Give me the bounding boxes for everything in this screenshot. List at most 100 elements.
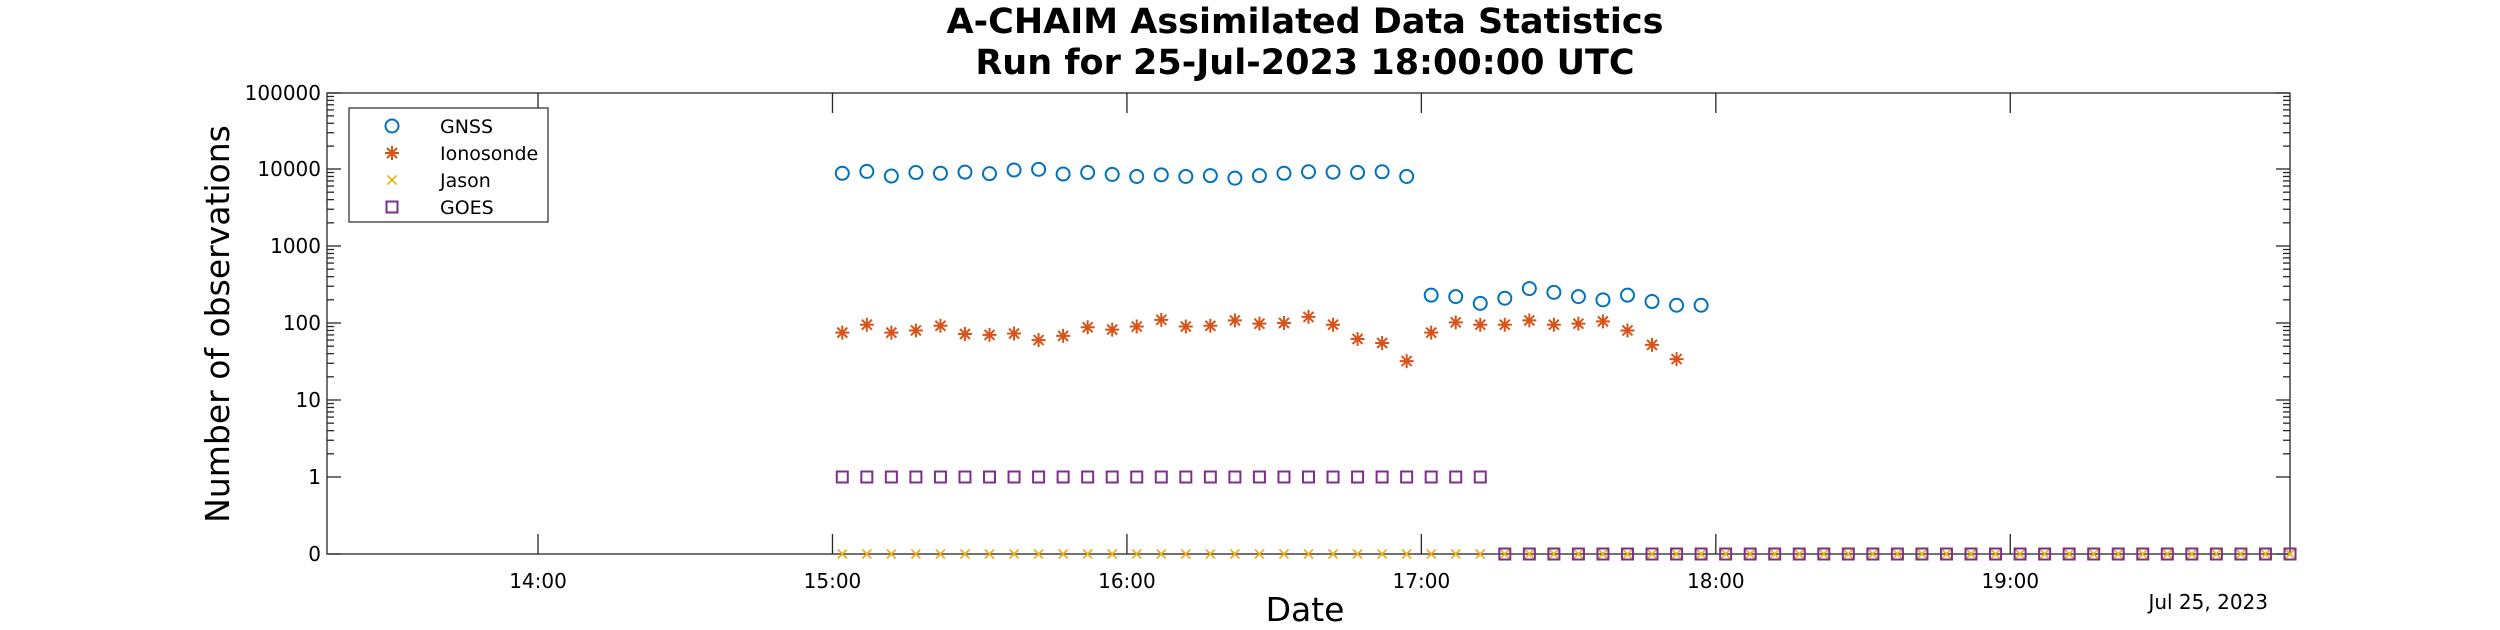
- jason-point: [959, 548, 971, 560]
- gnss-point: [1251, 168, 1267, 184]
- goes-point: [2185, 547, 2199, 561]
- ionosonde-point: [859, 317, 874, 332]
- gnss-point: [1644, 294, 1660, 310]
- gnss-point: [1325, 164, 1341, 180]
- jason-point: [1107, 548, 1118, 560]
- ionosonde-point: [1301, 309, 1316, 324]
- jason-point: [2014, 548, 2026, 560]
- ionosonde-point: [1129, 319, 1144, 334]
- goes-point: [2111, 547, 2125, 561]
- goes-point: [1939, 547, 1953, 561]
- ionosonde-point: [1522, 313, 1537, 328]
- gnss-point: [1104, 166, 1120, 182]
- y-tick-label: 100: [283, 311, 321, 335]
- ionosonde-point: [1276, 316, 1291, 330]
- jason-point: [2260, 548, 2271, 560]
- gnss-point: [1595, 292, 1611, 308]
- chart-title-line-2: Run for 25-Jul-2023 18:00:00 UTC: [975, 43, 1634, 83]
- jason-point: [984, 548, 995, 560]
- goes-point: [1473, 470, 1487, 484]
- goes-point: [1375, 470, 1389, 484]
- ionosonde-point: [1375, 335, 1390, 350]
- jason-point: [1082, 548, 1093, 560]
- jason-point: [1131, 548, 1142, 560]
- gnss-point: [883, 168, 899, 184]
- goes-point: [1792, 547, 1806, 561]
- goes-point: [1694, 547, 1708, 561]
- x-tick-label: 16:00: [1098, 569, 1156, 593]
- goes-point: [1743, 547, 1757, 561]
- jason-point: [1597, 548, 1609, 560]
- ionosonde-point: [1326, 317, 1341, 332]
- goes-point: [1400, 470, 1414, 484]
- jason-point: [1303, 548, 1314, 560]
- goes-point: [1007, 470, 1021, 484]
- jason-point: [1426, 548, 1437, 560]
- goes-point: [1277, 470, 1291, 484]
- goes-point: [1056, 470, 1070, 484]
- goes-point: [835, 470, 849, 484]
- jason-point: [935, 548, 946, 560]
- gnss-point: [1693, 297, 1709, 313]
- goes-point: [933, 470, 947, 484]
- legend-items: [384, 118, 400, 214]
- goes-point: [1964, 547, 1978, 561]
- goes-point: [1620, 547, 1634, 561]
- gnss-point: [1669, 297, 1685, 313]
- jason-point: [886, 548, 897, 560]
- goes-point: [2283, 547, 2297, 561]
- gnss-point: [1055, 166, 1071, 182]
- jason-point: [1278, 548, 1290, 560]
- y-tick-label: 1000: [270, 234, 321, 258]
- jason-point: [1671, 548, 1682, 560]
- jason-point: [1376, 548, 1388, 560]
- goes-point: [1228, 470, 1242, 484]
- ionosonde-point: [1031, 333, 1046, 348]
- goes-point: [2160, 547, 2174, 561]
- ionosonde-point: [835, 325, 850, 340]
- x-tick-label: 17:00: [1393, 569, 1451, 593]
- jason-point: [1499, 548, 1510, 560]
- jason-point: [1180, 548, 1191, 560]
- date-label: Jul 25, 2023: [2146, 590, 2268, 614]
- ionosonde-point: [884, 325, 899, 340]
- goes-point: [860, 470, 874, 484]
- ionosonde-point: [1571, 316, 1586, 331]
- ionosonde-point: [1350, 331, 1365, 346]
- goes-point: [2258, 547, 2272, 561]
- goes-point: [1719, 547, 1733, 561]
- ionosonde-point: [908, 323, 923, 338]
- gnss-point: [1374, 164, 1390, 180]
- jason-point: [1843, 548, 1854, 560]
- x-tick-label: 15:00: [804, 569, 862, 593]
- jason-point: [1965, 548, 1977, 560]
- jason-point: [1254, 548, 1265, 560]
- jason-point: [1008, 548, 1020, 560]
- x-axis-label: Date: [1266, 590, 1345, 625]
- goes-point: [1890, 547, 1904, 561]
- jason-point: [2113, 548, 2124, 560]
- jason-point: [2088, 548, 2099, 560]
- ionosonde-point: [1178, 319, 1193, 334]
- legend-label-jason: Jason: [439, 170, 491, 192]
- gnss-point: [908, 165, 924, 181]
- goes-point: [1252, 470, 1266, 484]
- jason-point: [861, 548, 872, 560]
- jason-point: [1622, 548, 1633, 560]
- goes-point: [958, 470, 972, 484]
- goes-point: [2087, 547, 2101, 561]
- goes-point: [1522, 547, 1536, 561]
- ionosonde-point: [933, 318, 948, 333]
- goes-point: [1154, 470, 1168, 484]
- jason-point: [1745, 548, 1756, 560]
- goes-point: [1670, 547, 1684, 561]
- goes-point: [1081, 470, 1095, 484]
- x-tick-label: 18:00: [1687, 569, 1745, 593]
- goes-point: [1326, 470, 1340, 484]
- y-tick-label: 10000: [257, 157, 321, 181]
- goes-point: [1768, 547, 1782, 561]
- goes-point: [1179, 470, 1193, 484]
- jason-point: [2162, 548, 2173, 560]
